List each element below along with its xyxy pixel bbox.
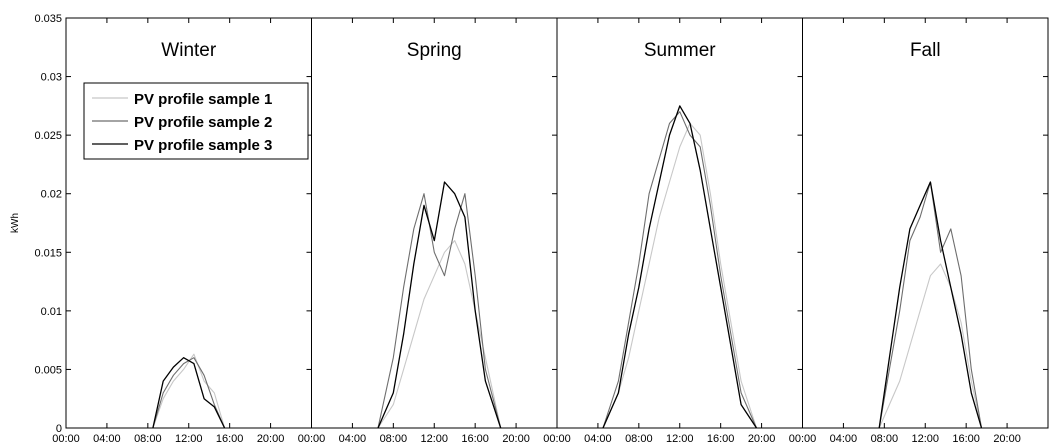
series-line-2 — [377, 193, 502, 429]
panel-title-summer: Summer — [644, 40, 716, 61]
x-tick-label: 12:00 — [420, 433, 448, 445]
x-tick-label: 00:00 — [789, 433, 817, 445]
panel-title-winter: Winter — [161, 40, 217, 61]
y-tick-label: 0.01 — [41, 306, 62, 318]
x-tick-label: 12:00 — [666, 433, 694, 445]
y-tick-label: 0.02 — [41, 189, 62, 201]
x-tick-label: 04:00 — [93, 433, 121, 445]
legend-label-3: PV profile sample 3 — [134, 137, 272, 154]
y-tick-label: 0.015 — [34, 247, 62, 259]
series-line-2 — [878, 181, 983, 429]
y-tick-label: 0.005 — [34, 364, 62, 376]
x-tick-label: 12:00 — [911, 433, 939, 445]
legend-label-2: PV profile sample 2 — [134, 114, 272, 131]
series-line-3 — [878, 181, 983, 429]
x-tick-label: 00:00 — [52, 433, 80, 445]
x-tick-label: 04:00 — [830, 433, 858, 445]
x-tick-label: 20:00 — [993, 433, 1021, 445]
x-tick-label: 16:00 — [461, 433, 489, 445]
series-line-1 — [152, 353, 226, 429]
series-line-1 — [878, 263, 983, 429]
y-axis-label: kWh — [10, 213, 21, 233]
x-tick-label: 16:00 — [707, 433, 735, 445]
x-tick-label: 04:00 — [339, 433, 367, 445]
x-tick-label: 12:00 — [175, 433, 203, 445]
axes-layer: 0 0.005 0.01 0.015 0.02 0.025 0.03 0.035 kWh 00:0… — [10, 13, 1049, 445]
x-tick-label: 16:00 — [216, 433, 244, 445]
x-tick-label: 08:00 — [380, 433, 408, 445]
y-tick-label: 0.03 — [41, 72, 62, 84]
x-tick-label: 00:00 — [543, 433, 571, 445]
series-line-3 — [602, 105, 758, 429]
x-tick-label: 08:00 — [134, 433, 162, 445]
x-tick-label: 04:00 — [584, 433, 612, 445]
y-tick-label: 0.025 — [34, 130, 62, 142]
panel-title-spring: Spring — [407, 40, 462, 61]
series-line-1 — [602, 122, 758, 429]
x-tick-label: 08:00 — [625, 433, 653, 445]
legend-label-1: PV profile sample 1 — [134, 91, 272, 108]
x-tick-label: 20:00 — [748, 433, 776, 445]
x-tick-label: 20:00 — [502, 433, 530, 445]
x-tick-label: 16:00 — [952, 433, 980, 445]
x-tick-label: 00:00 — [298, 433, 326, 445]
panels-layer — [152, 105, 983, 429]
series-line-2 — [602, 111, 758, 429]
series-line-3 — [152, 357, 226, 429]
y-tick-label: 0 — [56, 423, 62, 435]
legend: PV profile sample 1 PV profile sample 2 PV… — [83, 82, 309, 160]
x-tick-label: 08:00 — [871, 433, 899, 445]
y-tick-label: 0.035 — [34, 13, 62, 25]
x-tick-label: 20:00 — [257, 433, 285, 445]
series-line-3 — [377, 181, 502, 429]
panel-title-fall: Fall — [910, 40, 941, 61]
